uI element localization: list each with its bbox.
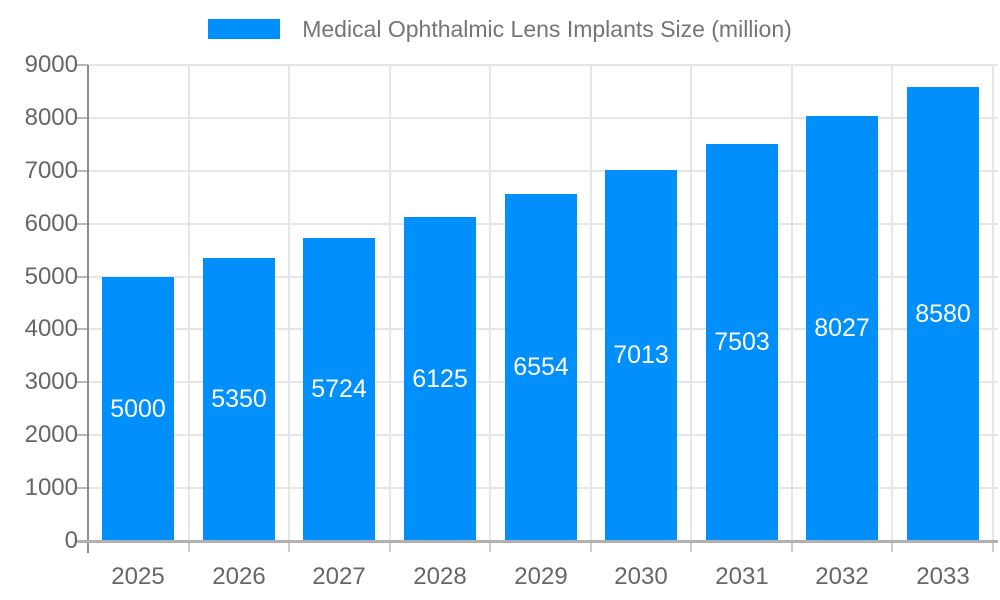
x-axis-label: 2031 — [715, 563, 769, 590]
x-gridline — [288, 65, 290, 541]
x-tick — [891, 541, 893, 552]
y-tick — [77, 170, 88, 172]
y-axis-label: 8000 — [24, 104, 78, 131]
y-axis-label: 7000 — [24, 157, 78, 184]
x-axis-label: 2025 — [111, 563, 165, 590]
x-tick — [690, 541, 692, 552]
y-tick — [77, 223, 88, 225]
y-axis-label: 3000 — [24, 368, 78, 395]
x-axis-label: 2032 — [815, 563, 869, 590]
bar-value-label: 5350 — [211, 385, 267, 413]
bar-value-label: 7503 — [714, 328, 770, 356]
x-gridline — [590, 65, 592, 541]
bar-2032[interactable]: 8027 — [806, 116, 878, 541]
bar-value-label: 6554 — [513, 353, 569, 381]
legend: Medical Ophthalmic Lens Implants Size (m… — [0, 16, 1000, 42]
bar-2025[interactable]: 5000 — [102, 277, 174, 541]
x-gridline — [891, 65, 893, 541]
bar-2029[interactable]: 6554 — [505, 194, 577, 541]
x-gridline — [992, 65, 994, 541]
x-axis-label: 2033 — [916, 563, 970, 590]
x-tick — [288, 541, 290, 552]
x-gridline — [389, 65, 391, 541]
x-tick — [992, 541, 994, 552]
y-tick — [77, 328, 88, 330]
x-axis-label: 2027 — [312, 563, 366, 590]
bar-value-label: 5000 — [110, 394, 166, 423]
bar-value-label: 7013 — [613, 341, 669, 369]
x-tick — [489, 541, 491, 552]
y-axis-label: 9000 — [24, 51, 78, 78]
y-tick — [77, 276, 88, 278]
bar-2027[interactable]: 5724 — [303, 238, 375, 541]
x-gridline — [791, 65, 793, 541]
x-tick — [389, 541, 391, 552]
bar-2033[interactable]: 8580 — [907, 87, 979, 541]
x-axis-baseline — [77, 540, 998, 543]
x-gridline — [690, 65, 692, 541]
y-tick — [77, 487, 88, 489]
x-gridline — [489, 65, 491, 541]
x-tick — [188, 541, 190, 552]
bar-value-label: 6125 — [412, 364, 468, 393]
x-axis-label: 2026 — [212, 563, 266, 590]
y-gridline — [88, 64, 998, 66]
y-tick — [77, 381, 88, 383]
legend-label: Medical Ophthalmic Lens Implants Size (m… — [302, 16, 792, 42]
bar-value-label: 5724 — [311, 375, 367, 403]
y-axis-label: 6000 — [24, 210, 78, 237]
bar-value-label: 8027 — [814, 314, 870, 342]
bar-2026[interactable]: 5350 — [203, 258, 275, 541]
y-axis-label: 5000 — [24, 263, 78, 290]
y-axis-label: 4000 — [24, 315, 78, 342]
x-tick — [590, 541, 592, 552]
bar-2028[interactable]: 6125 — [404, 217, 476, 541]
x-axis-label: 2030 — [614, 563, 668, 590]
legend-item[interactable]: Medical Ophthalmic Lens Implants Size (m… — [208, 16, 792, 42]
y-gridline — [88, 170, 998, 172]
y-axis-label: 0 — [64, 527, 78, 554]
legend-swatch-icon — [208, 19, 281, 39]
x-axis-label: 2029 — [514, 563, 568, 590]
y-axis-line — [87, 65, 89, 553]
bar-2031[interactable]: 7503 — [706, 144, 778, 541]
x-axis-label: 2028 — [413, 563, 467, 590]
y-tick — [77, 117, 88, 119]
x-tick — [791, 541, 793, 552]
y-axis-label: 1000 — [24, 474, 78, 501]
y-axis-label: 2000 — [24, 421, 78, 448]
bar-value-label: 8580 — [915, 299, 971, 328]
y-tick — [77, 434, 88, 436]
y-tick — [77, 64, 88, 66]
bar-2030[interactable]: 7013 — [605, 170, 677, 541]
x-gridline — [188, 65, 190, 541]
y-gridline — [88, 117, 998, 119]
